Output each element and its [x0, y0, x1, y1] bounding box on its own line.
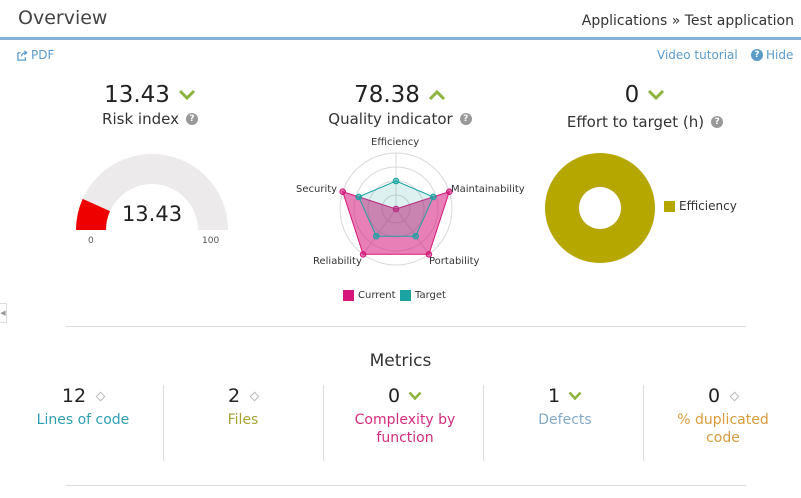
metric-label: Files [227, 412, 259, 428]
quality-indicator-label: Quality indicator [328, 110, 453, 128]
gauge-fill [76, 198, 111, 230]
metric-label: Defects [538, 412, 592, 428]
metric-label: Lines of code [36, 412, 130, 428]
metrics-title: Metrics [369, 351, 432, 371]
help-icon[interactable]: ? [459, 113, 472, 125]
share-icon [17, 49, 28, 61]
page-title: Overview [18, 7, 108, 29]
chevron-down-icon [178, 89, 195, 101]
metric-files[interactable]: 2 Files [163, 385, 323, 461]
radar-point-current-4 [339, 188, 347, 196]
breadcrumb[interactable]: Applications » Test application [581, 13, 794, 29]
metric-separator [323, 385, 324, 461]
risk-index-kpi: 13.43 Risk index ? [60, 82, 240, 128]
radar-point-current-0 [392, 205, 400, 213]
legend-label-target: Target [415, 290, 446, 301]
metric-duplicated-code[interactable]: 0 % duplicated code [645, 385, 801, 461]
metric-value: 1 [547, 385, 561, 407]
legend-swatch-efficiency [664, 200, 675, 212]
section-divider [66, 485, 746, 486]
effort-donut-chart [545, 153, 655, 263]
quality-value-row: 78.38 [354, 82, 446, 108]
radar-point-current-1 [446, 188, 453, 196]
radar-legend-target[interactable]: Target [400, 290, 446, 301]
gauge-value: 13.43 [121, 202, 183, 226]
video-tutorial-link[interactable]: Video tutorial [657, 48, 738, 62]
help-icon[interactable]: ? [185, 113, 198, 125]
metric-complexity-by-function[interactable]: 0 Complexity by function [325, 385, 485, 461]
metric-separator [483, 385, 484, 461]
quality-indicator-kpi: 78.38 Quality indicator ? [300, 82, 500, 128]
hide-link[interactable]: ? Hide [751, 48, 793, 62]
neutral-trend-icon [95, 391, 106, 401]
risk-index-value: 13.43 [104, 82, 170, 108]
radar-point-current-2 [425, 251, 433, 258]
radar-point-target-3 [373, 232, 380, 240]
radar-axis-label-reliability: Reliability [313, 256, 362, 267]
radar-point-target-1 [430, 193, 437, 201]
radar-legend-current[interactable]: Current [343, 290, 396, 301]
metric-label: % duplicated code [677, 412, 769, 446]
legend-swatch-target [400, 290, 411, 301]
quality-label-row: Quality indicator ? [328, 110, 472, 128]
page-header: Overview Applications » Test application [0, 0, 801, 40]
pdf-label: PDF [31, 48, 55, 62]
quality-radar-chart [339, 152, 453, 266]
effort-kpi: 0 Effort to target (h) ? [545, 82, 745, 131]
section-divider [66, 326, 746, 327]
radar-axis-label-portability: Portability [429, 256, 480, 267]
effort-value: 0 [624, 82, 640, 108]
radar-point-target-4 [355, 193, 362, 201]
donut-legend-efficiency[interactable]: Efficiency [664, 199, 737, 213]
radar-axis-label-maintainability: Maintainability [451, 184, 525, 195]
effort-label: Effort to target (h) [566, 113, 705, 131]
metric-defects[interactable]: 1 Defects [485, 385, 645, 461]
radar-point-target-2 [412, 232, 419, 240]
neutral-trend-icon [729, 391, 740, 401]
hide-label: Hide [766, 48, 794, 62]
chevron-up-icon [428, 89, 445, 101]
gauge-track [76, 154, 228, 230]
risk-index-label: Risk index [102, 110, 179, 128]
chevron-down-icon [568, 391, 582, 401]
metric-lines-of-code[interactable]: 12 Lines of code [3, 385, 163, 461]
legend-label-current: Current [358, 290, 396, 301]
collapse-sidebar-handle[interactable]: ◀ [0, 303, 7, 323]
radar-axis-label-security: Security [296, 184, 338, 195]
radar-series-target [358, 180, 434, 237]
gauge-min-label: 0 [88, 236, 94, 246]
metric-separator [643, 385, 644, 461]
effort-value-row: 0 [625, 82, 666, 108]
radar-axis-label-efficiency: Efficiency [371, 137, 420, 148]
effort-label-row: Effort to target (h) ? [566, 113, 724, 131]
risk-index-label-row: Risk index ? [102, 110, 198, 128]
pdf-export-link[interactable]: PDF [17, 48, 54, 62]
chevron-down-icon [408, 391, 422, 401]
gauge-svg [76, 154, 228, 230]
radar-series-current [341, 190, 451, 255]
neutral-trend-icon [249, 391, 260, 401]
help-icon[interactable]: ? [711, 116, 724, 128]
risk-index-value-row: 13.43 [104, 82, 196, 108]
metric-value: 2 [227, 385, 241, 407]
metric-value: 12 [61, 385, 87, 407]
metric-separator [163, 385, 164, 461]
radar-point-current-3 [359, 251, 367, 258]
donut-slice-efficiency [545, 153, 655, 263]
radar-point-target-0 [392, 177, 400, 185]
gauge-max-label: 100 [202, 236, 220, 246]
question-icon: ? [751, 49, 763, 61]
legend-swatch-current [343, 290, 354, 301]
legend-label-efficiency: Efficiency [679, 199, 737, 213]
quality-indicator-value: 78.38 [354, 82, 420, 108]
metric-value: 0 [387, 385, 401, 407]
risk-gauge [62, 150, 242, 260]
chevron-down-icon [648, 89, 665, 101]
metric-value: 0 [707, 385, 721, 407]
metric-label: Complexity by function [354, 412, 456, 446]
